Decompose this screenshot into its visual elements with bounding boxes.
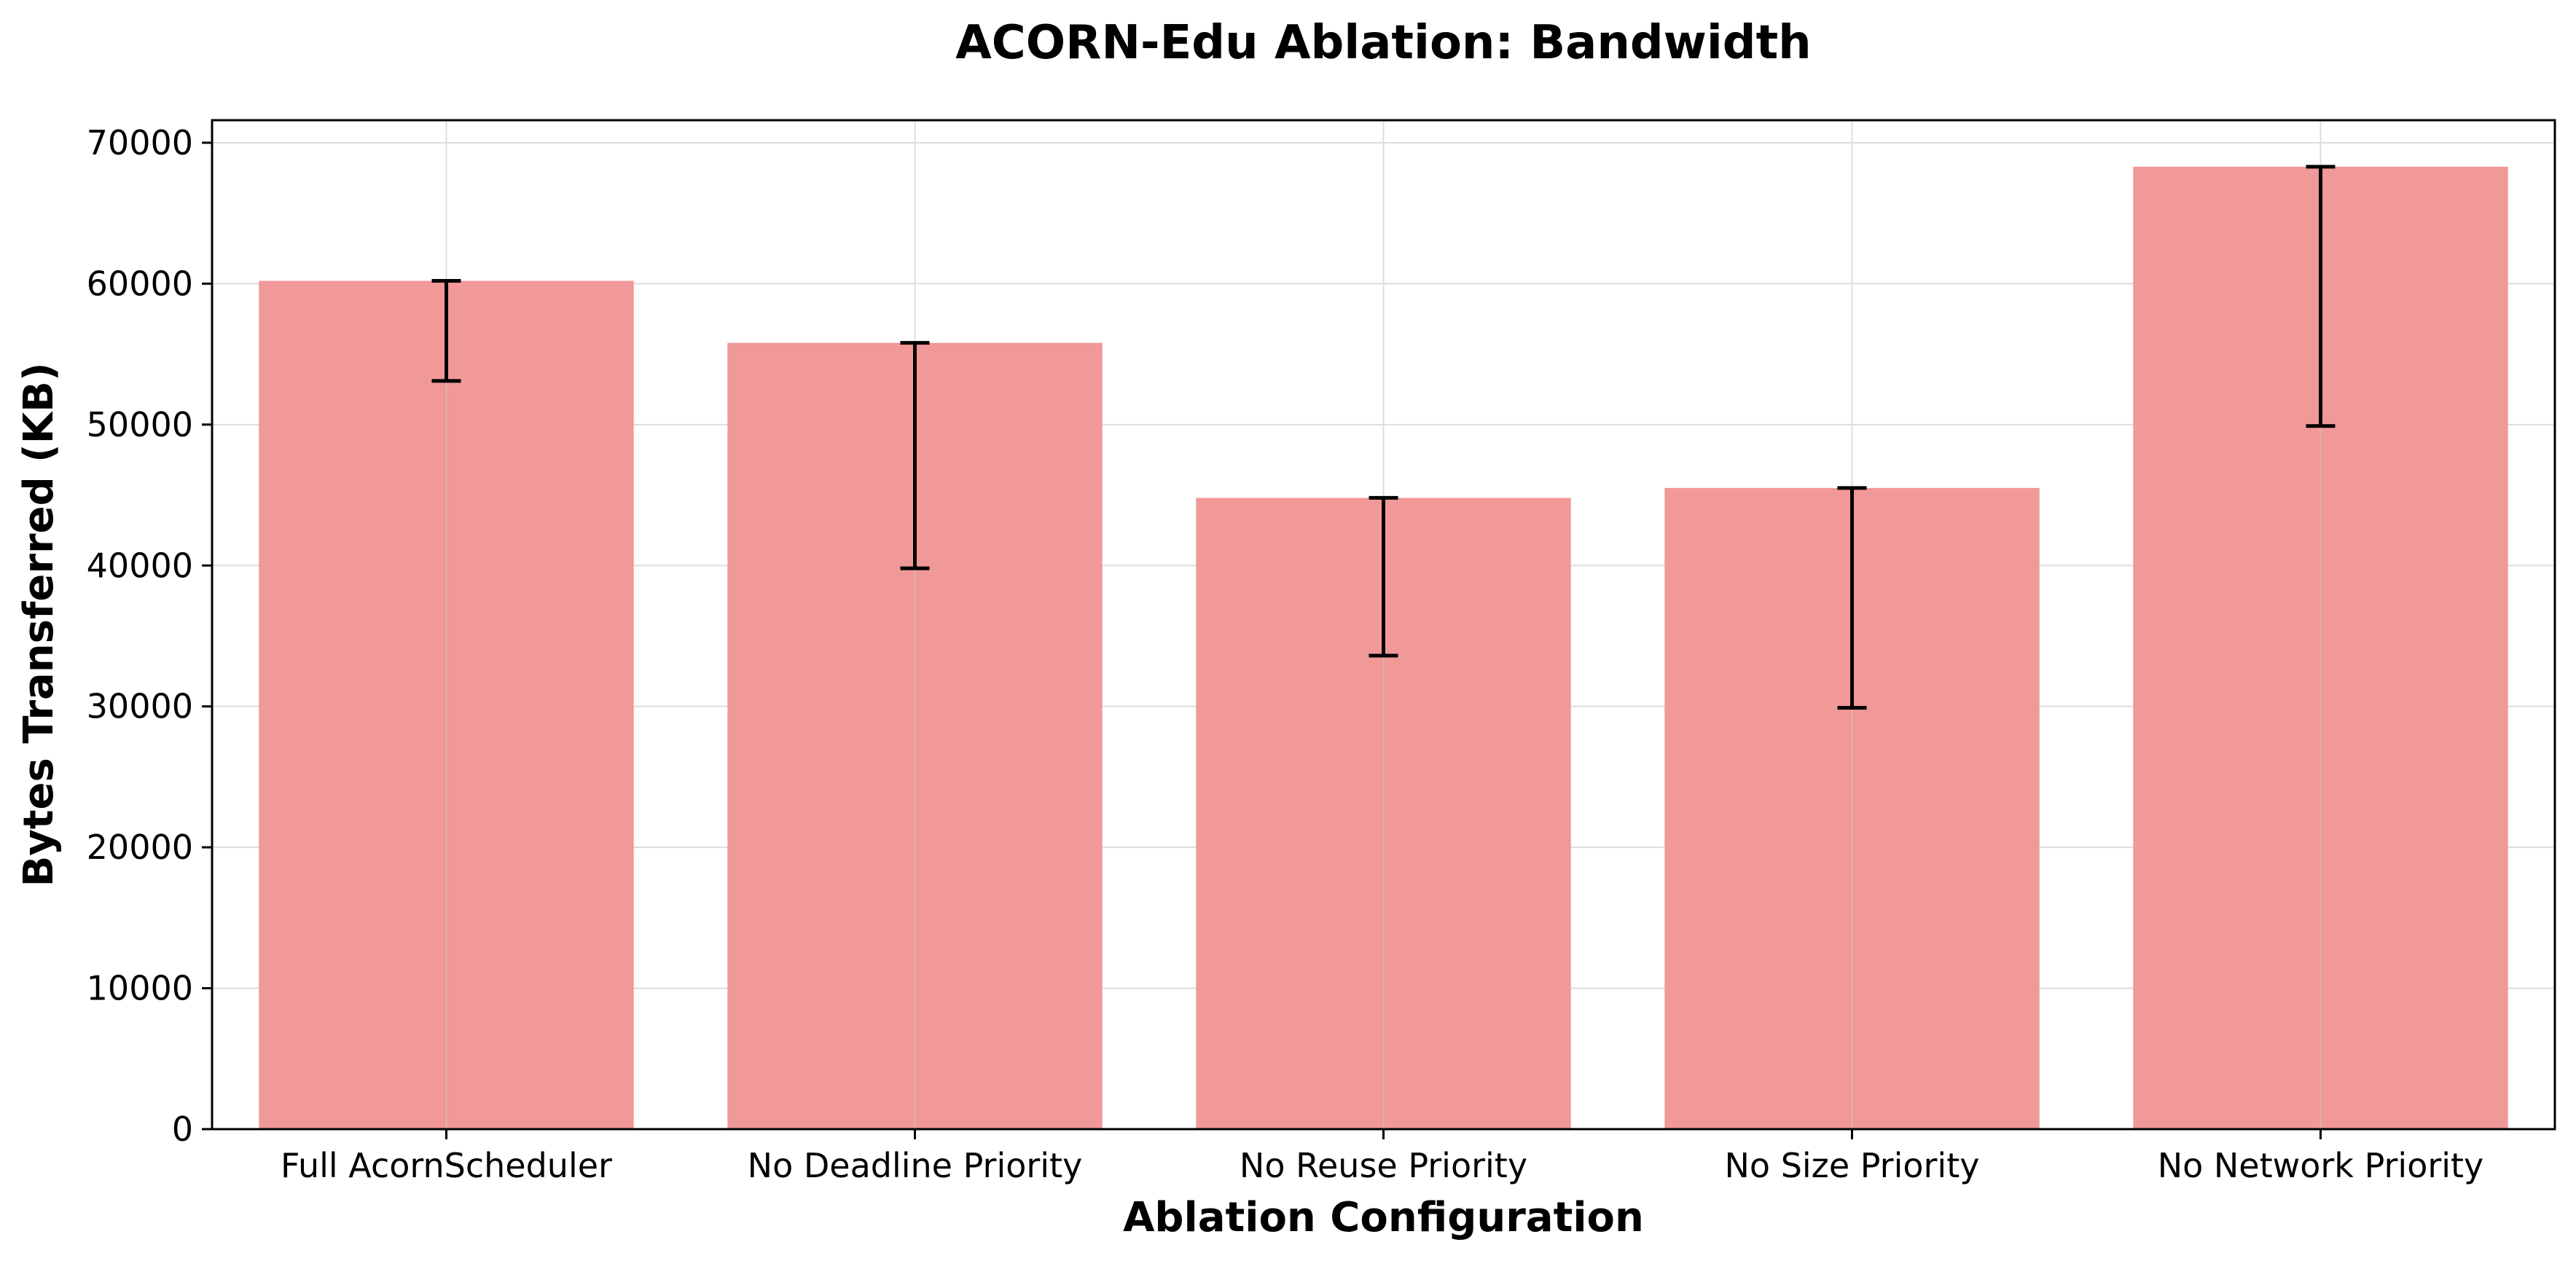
x-tick-label: No Size Priority xyxy=(1725,1146,1980,1185)
error-bars xyxy=(431,165,2336,710)
y-tick-label: 0 xyxy=(172,1109,193,1149)
x-tick-label: No Deadline Priority xyxy=(748,1146,1083,1185)
y-tick-label: 60000 xyxy=(87,264,193,303)
x-axis-label: Ablation Configuration xyxy=(1123,1194,1644,1241)
x-tick-label: Full AcornScheduler xyxy=(281,1146,612,1185)
y-tick-label: 50000 xyxy=(87,405,193,444)
y-axis-label: Bytes Transferred (KB) xyxy=(15,363,63,887)
x-tick-label: No Reuse Priority xyxy=(1240,1146,1527,1185)
y-tick-label: 70000 xyxy=(87,123,193,162)
x-axis-ticks: Full AcornScheduler No Deadline Priority N… xyxy=(281,1129,2483,1185)
y-tick-label: 20000 xyxy=(87,828,193,867)
y-axis-ticks: 0 10000 20000 30000 40000 50000 60000 70000 xyxy=(87,123,212,1149)
chart-title: ACORN-Edu Ablation: Bandwidth xyxy=(955,16,1811,70)
y-tick-label: 40000 xyxy=(87,546,193,585)
x-tick-label: No Network Priority xyxy=(2158,1146,2484,1185)
y-tick-label: 10000 xyxy=(87,969,193,1008)
y-tick-label: 30000 xyxy=(87,687,193,726)
